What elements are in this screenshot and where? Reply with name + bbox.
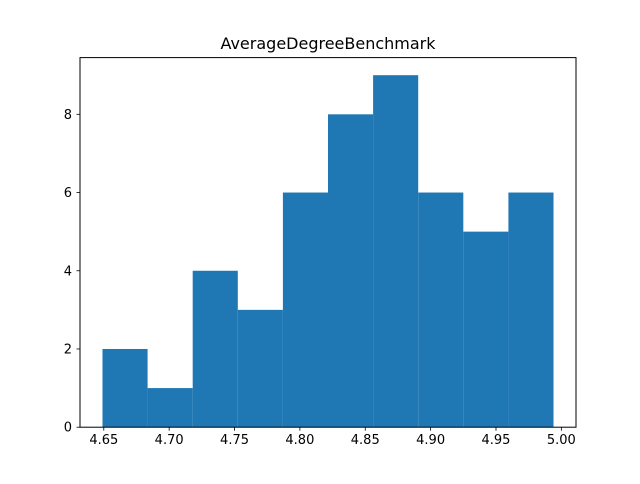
histogram-bar [418,192,464,428]
y-tick-label: 8 [64,108,72,123]
y-axis-ticks: 0 2 4 6 8 [64,108,80,436]
y-tick-label: 6 [64,186,72,201]
histogram-bar [463,231,509,428]
x-tick-label: 4.90 [416,433,445,448]
x-tick-label: 4.65 [89,433,118,448]
x-tick-label: 5.00 [547,433,576,448]
x-tick-label: 4.95 [482,433,511,448]
x-tick-label: 4.85 [351,433,380,448]
histogram-bar [102,348,148,428]
histogram-bar [282,192,328,428]
histogram-bar [192,270,238,428]
histogram-bar [147,388,193,428]
x-tick-label: 4.70 [155,433,184,448]
histogram-bar [237,309,283,428]
x-tick-label: 4.75 [220,433,249,448]
y-tick-label: 4 [64,264,72,279]
histogram-bar [373,75,419,428]
histogram-bar [508,192,554,428]
y-tick-label: 2 [64,342,72,357]
x-tick-label: 4.80 [285,433,314,448]
x-axis-ticks: 4.65 4.70 4.75 4.80 4.85 4.90 4.95 5.00 [89,427,576,448]
histogram-bar [328,114,374,428]
y-tick-label: 0 [64,421,72,436]
bars-group [102,75,554,428]
chart-title: AverageDegreeBenchmark [220,34,436,53]
plot-frame [79,57,577,428]
